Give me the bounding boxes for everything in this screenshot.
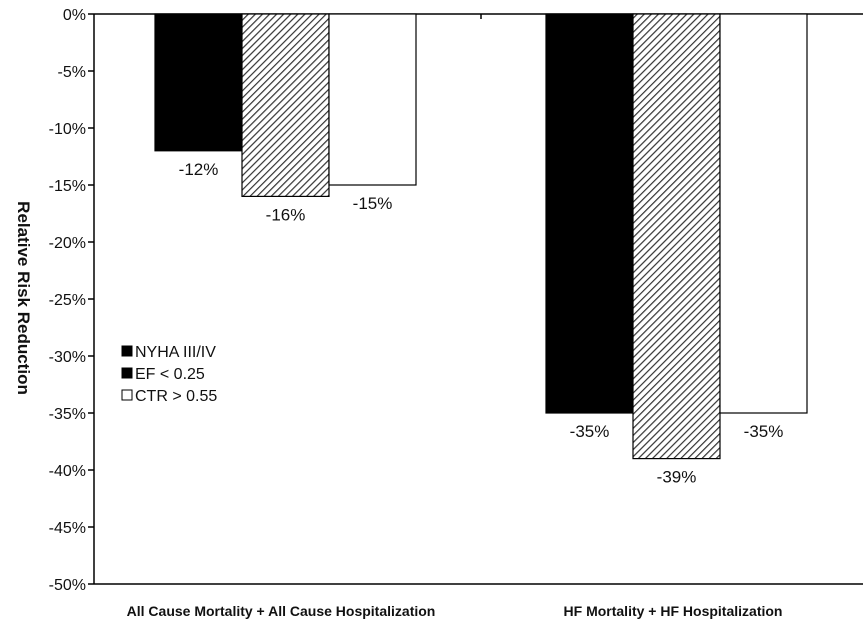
bar (545, 13, 634, 414)
bar-data-label: -15% (353, 194, 393, 213)
legend: NYHA III/IV EF < 0.25 CTR > 0.55 (121, 344, 217, 405)
y-tick-label: 0% (63, 7, 86, 24)
y-tick-label: -40% (49, 463, 86, 480)
legend-swatch (121, 389, 133, 401)
y-axis-label: Relative Risk Reduction (14, 201, 33, 395)
category-label: HF Mortality + HF Hospitalization (564, 603, 783, 619)
legend-entry: CTR > 0.55 (135, 388, 217, 405)
y-tick-label: -35% (49, 406, 86, 423)
bar (328, 13, 417, 186)
bar (632, 13, 721, 460)
legend-entry: NYHA III/IV (135, 344, 216, 361)
y-tick-label: -25% (49, 292, 86, 309)
y-tick-label: -20% (49, 235, 86, 252)
bar (241, 13, 330, 197)
x-axis: All Cause Mortality + All Cause Hospital… (127, 603, 783, 619)
bar-data-label: -35% (744, 422, 784, 441)
y-tick-label: -30% (49, 349, 86, 366)
legend-entry: EF < 0.25 (135, 366, 205, 383)
bar-data-label: -12% (179, 160, 219, 179)
y-tick-label: -10% (49, 121, 86, 138)
bar (154, 13, 243, 152)
bar-data-label: -39% (657, 468, 697, 487)
bar (719, 13, 808, 414)
data-labels: -12% -16% -15% -35% -39% -35% (179, 160, 784, 487)
y-axis: 0% -5% -10% -15% -20% -25% -30% -35% -40% -45% -50… (49, 7, 94, 594)
y-tick-label: -50% (49, 577, 86, 594)
y-tick-label: -45% (49, 520, 86, 537)
bar-data-label: -35% (570, 422, 610, 441)
legend-swatch (121, 345, 133, 357)
category-label: All Cause Mortality + All Cause Hospital… (127, 603, 436, 619)
bars (154, 13, 808, 460)
bar-data-label: -16% (266, 205, 306, 224)
y-tick-label: -15% (49, 178, 86, 195)
y-tick-label: -5% (58, 64, 86, 81)
legend-swatch (121, 367, 133, 379)
